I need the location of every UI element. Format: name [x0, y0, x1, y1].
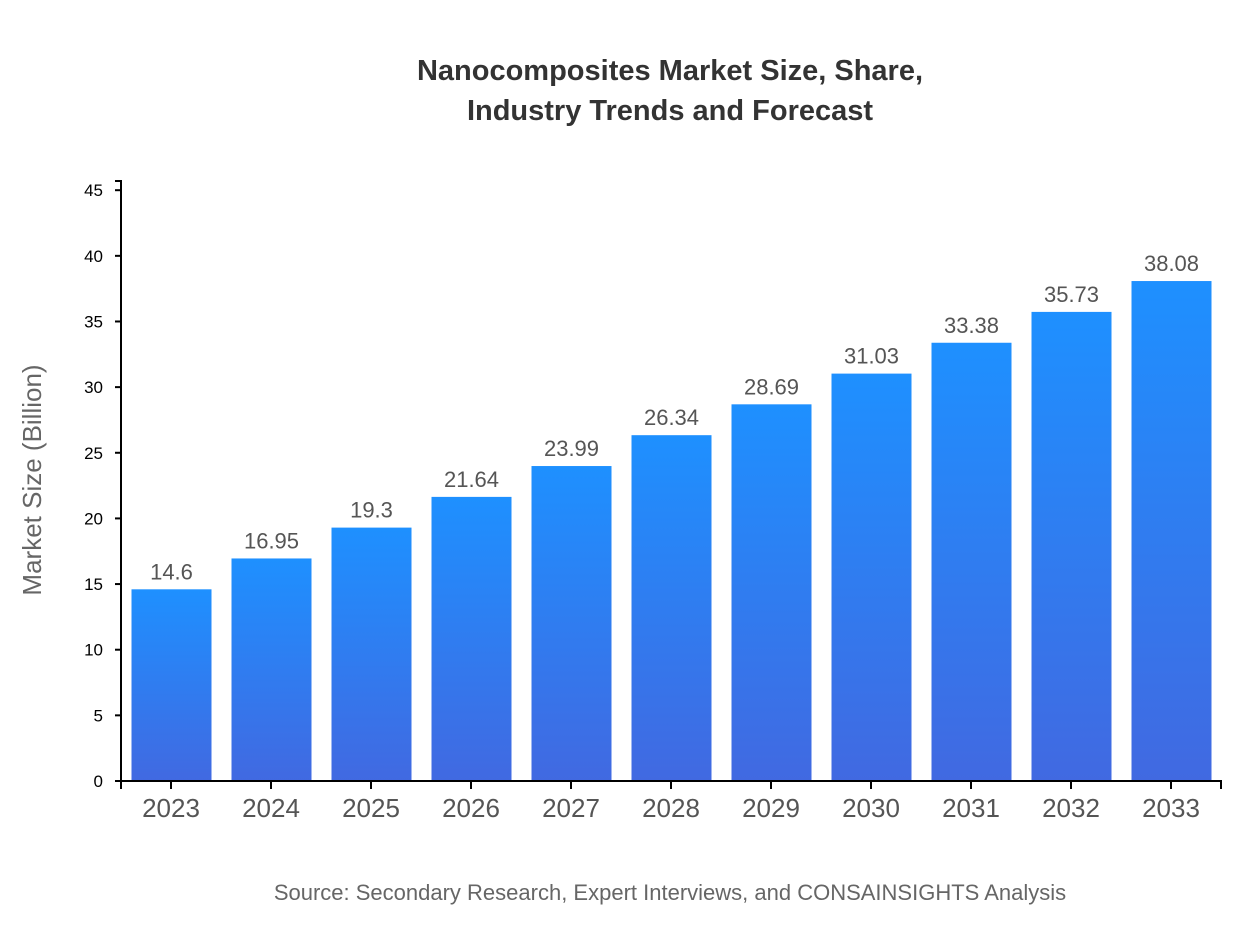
data-label-2023: 14.6 — [150, 559, 193, 584]
bar-2031 — [931, 342, 1012, 781]
y-tick-label-20: 20 — [84, 509, 103, 528]
bar-2023 — [131, 589, 212, 781]
y-tick-label-0: 0 — [94, 772, 103, 791]
bar-2025 — [331, 527, 412, 781]
y-tick-label-30: 30 — [84, 378, 103, 397]
data-label-2024: 16.95 — [244, 528, 299, 553]
data-label-2032: 35.73 — [1044, 282, 1099, 307]
y-tick-label-45: 45 — [84, 181, 103, 200]
data-label-2033: 38.08 — [1144, 251, 1199, 276]
x-tick-label-2024: 2024 — [242, 793, 300, 823]
bar-2033 — [1131, 281, 1212, 781]
data-label-2031: 33.38 — [944, 313, 999, 338]
x-tick-label-2032: 2032 — [1042, 793, 1100, 823]
x-tick-label-2023: 2023 — [142, 793, 200, 823]
x-tick-label-2026: 2026 — [442, 793, 500, 823]
y-axis-line — [115, 180, 122, 782]
chart-title-line-2: Industry Trends and Forecast — [467, 95, 873, 127]
x-tick-label-2033: 2033 — [1142, 793, 1200, 823]
y-tick-label-15: 15 — [84, 575, 103, 594]
bar-2030 — [831, 373, 912, 781]
chart-title-line-1: Nanocomposites Market Size, Share, — [417, 55, 923, 87]
data-label-2025: 19.3 — [350, 498, 393, 523]
y-axis-label: Market Size (Billion) — [17, 364, 47, 595]
data-label-2029: 28.69 — [744, 374, 799, 399]
bar-2032 — [1031, 311, 1112, 781]
source-note: Source: Secondary Research, Expert Inter… — [274, 880, 1066, 905]
data-label-2030: 31.03 — [844, 344, 899, 369]
y-tick-label-35: 35 — [84, 312, 103, 331]
x-tick-label-2029: 2029 — [742, 793, 800, 823]
x-tick-label-2031: 2031 — [942, 793, 1000, 823]
x-tick-label-2030: 2030 — [842, 793, 900, 823]
x-tick-label-2028: 2028 — [642, 793, 700, 823]
y-tick-label-25: 25 — [84, 444, 103, 463]
bar-2027 — [531, 466, 612, 781]
bar-2028 — [631, 435, 712, 781]
data-label-2027: 23.99 — [544, 436, 599, 461]
y-tick-label-40: 40 — [84, 247, 103, 266]
y-tick-label-5: 5 — [94, 706, 103, 725]
data-label-2026: 21.64 — [444, 467, 499, 492]
y-tick-label-10: 10 — [84, 641, 103, 660]
bar-2024 — [231, 558, 312, 781]
x-tick-label-2027: 2027 — [542, 793, 600, 823]
data-label-2028: 26.34 — [644, 405, 699, 430]
x-tick-label-2025: 2025 — [342, 793, 400, 823]
bar-2026 — [431, 496, 512, 781]
bar-2029 — [731, 404, 812, 781]
